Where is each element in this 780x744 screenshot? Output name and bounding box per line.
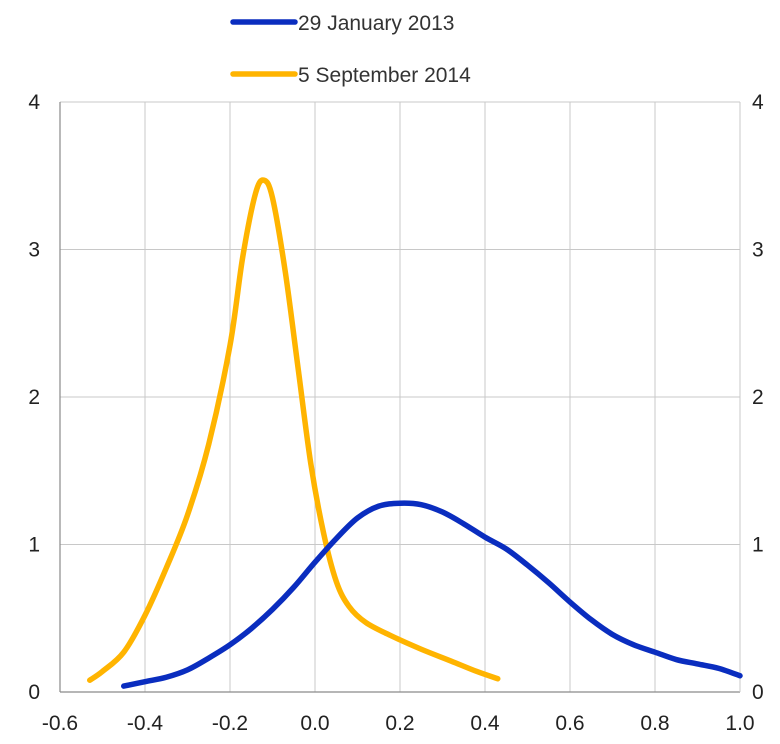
- y-tick-label-right: 3: [752, 239, 764, 262]
- y-tick-label-right: 4: [752, 91, 764, 114]
- series-lines: [87, 177, 743, 689]
- y-tick-label-left: 3: [28, 239, 40, 262]
- x-tick-label: 0.2: [385, 712, 414, 735]
- series-line-29-january-2013: [121, 500, 743, 689]
- x-tick-label: 1.0: [725, 712, 754, 735]
- x-tick-label: -0.4: [127, 712, 164, 735]
- y-tick-label-left: 2: [28, 386, 40, 409]
- axes: [59, 102, 741, 693]
- legend-label-29-january-2013: 29 January 2013: [298, 12, 454, 35]
- series-line-5-september-2014: [87, 177, 501, 683]
- y-tick-label-left: 4: [28, 91, 40, 114]
- y-tick-label-left: 1: [28, 534, 40, 557]
- legend-label-5-september-2014: 5 September 2014: [298, 64, 471, 87]
- y-tick-label-right: 0: [752, 681, 764, 704]
- x-tick-label: 0.8: [640, 712, 669, 735]
- x-tick-label: -0.6: [42, 712, 78, 735]
- x-tick-label: 0.6: [555, 712, 584, 735]
- tick-labels: -0.6 -0.4 -0.2 0.0 0.2 0.4 0.6 0.8 1.0 0 1 2 3 4 0 1 2 3 4: [28, 91, 764, 735]
- y-tick-label-right: 2: [752, 386, 764, 409]
- x-tick-label: 0.0: [300, 712, 329, 735]
- gridlines: [60, 101, 740, 692]
- y-tick-label-left: 0: [28, 681, 40, 704]
- x-tick-label: 0.4: [470, 712, 500, 735]
- x-tick-label: -0.2: [212, 712, 248, 735]
- legend: 29 January 2013 5 September 2014: [230, 12, 471, 87]
- y-tick-label-right: 1: [752, 534, 764, 557]
